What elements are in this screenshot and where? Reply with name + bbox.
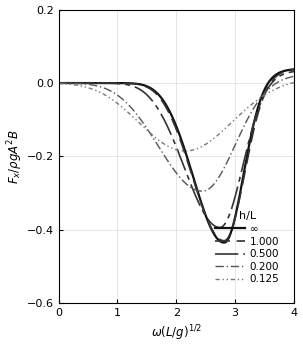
0.500 — [57, 81, 60, 85]
0.200 — [71, 81, 75, 86]
0.125 — [292, 81, 296, 85]
0.125 — [235, 115, 239, 119]
0.200 — [235, 138, 239, 142]
Line: 1.000: 1.000 — [58, 69, 294, 241]
0.500 — [218, 225, 221, 230]
Line: 0.125: 0.125 — [58, 83, 294, 151]
1.000 — [200, 202, 203, 206]
1.000 — [222, 239, 226, 243]
0.500 — [260, 99, 263, 103]
∞ — [207, 221, 210, 225]
0.500 — [193, 193, 197, 197]
0.500 — [292, 69, 296, 74]
0.125 — [71, 83, 75, 87]
Line: 0.200: 0.200 — [58, 76, 294, 191]
∞ — [292, 67, 296, 72]
Y-axis label: $F_x/\rho g A^2 B$: $F_x/\rho g A^2 B$ — [5, 129, 25, 184]
0.200 — [193, 188, 197, 192]
∞ — [260, 95, 263, 99]
0.125 — [57, 81, 60, 86]
1.000 — [57, 81, 60, 85]
0.200 — [57, 81, 60, 85]
Line: ∞: ∞ — [58, 69, 294, 243]
0.500 — [235, 186, 239, 191]
Legend: ∞, 1.000, 0.500, 0.200, 0.125: ∞, 1.000, 0.500, 0.200, 0.125 — [213, 209, 281, 287]
0.200 — [200, 189, 204, 193]
0.125 — [207, 140, 211, 144]
1.000 — [71, 81, 75, 85]
0.200 — [260, 95, 263, 99]
∞ — [235, 205, 239, 209]
0.200 — [292, 74, 296, 79]
0.500 — [200, 206, 203, 210]
∞ — [71, 81, 75, 85]
∞ — [222, 240, 226, 245]
0.200 — [207, 187, 211, 191]
0.200 — [200, 189, 203, 193]
∞ — [193, 181, 197, 186]
1.000 — [260, 100, 263, 104]
X-axis label: $\omega(L/g)^{1/2}$: $\omega(L/g)^{1/2}$ — [151, 324, 202, 343]
0.125 — [194, 147, 197, 151]
0.500 — [71, 81, 75, 85]
0.500 — [207, 218, 210, 222]
0.125 — [183, 149, 187, 153]
∞ — [57, 81, 60, 85]
Line: 0.500: 0.500 — [58, 72, 294, 228]
1.000 — [292, 67, 296, 72]
0.125 — [200, 144, 204, 149]
0.125 — [260, 95, 263, 99]
∞ — [200, 201, 203, 205]
1.000 — [207, 220, 210, 224]
1.000 — [235, 207, 239, 211]
1.000 — [193, 183, 197, 187]
